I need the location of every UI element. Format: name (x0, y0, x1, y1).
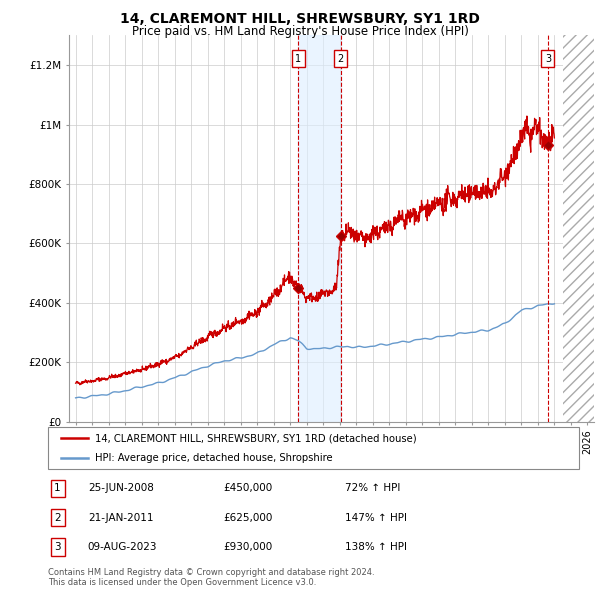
Text: 14, CLAREMONT HILL, SHREWSBURY, SY1 1RD (detached house): 14, CLAREMONT HILL, SHREWSBURY, SY1 1RD … (95, 434, 416, 444)
Text: Price paid vs. HM Land Registry's House Price Index (HPI): Price paid vs. HM Land Registry's House … (131, 25, 469, 38)
Text: 14, CLAREMONT HILL, SHREWSBURY, SY1 1RD: 14, CLAREMONT HILL, SHREWSBURY, SY1 1RD (120, 12, 480, 26)
Text: £625,000: £625,000 (223, 513, 272, 523)
Text: 147% ↑ HPI: 147% ↑ HPI (346, 513, 407, 523)
Text: 1: 1 (295, 54, 301, 64)
Text: 21-JAN-2011: 21-JAN-2011 (88, 513, 154, 523)
Text: 138% ↑ HPI: 138% ↑ HPI (346, 542, 407, 552)
Text: 25-JUN-2008: 25-JUN-2008 (88, 483, 154, 493)
Text: £930,000: £930,000 (223, 542, 272, 552)
Bar (298, 35, 341, 422)
Text: 2: 2 (338, 54, 344, 64)
Text: 1: 1 (54, 483, 61, 493)
Text: HPI: Average price, detached house, Shropshire: HPI: Average price, detached house, Shro… (95, 454, 332, 463)
Text: 72% ↑ HPI: 72% ↑ HPI (346, 483, 401, 493)
Text: 3: 3 (54, 542, 61, 552)
Text: 09-AUG-2023: 09-AUG-2023 (88, 542, 157, 552)
Text: 2: 2 (54, 513, 61, 523)
Bar (563, 35, 594, 422)
Text: Contains HM Land Registry data © Crown copyright and database right 2024.
This d: Contains HM Land Registry data © Crown c… (48, 568, 374, 587)
Text: £450,000: £450,000 (223, 483, 272, 493)
Text: 3: 3 (545, 54, 551, 64)
FancyBboxPatch shape (48, 427, 579, 469)
